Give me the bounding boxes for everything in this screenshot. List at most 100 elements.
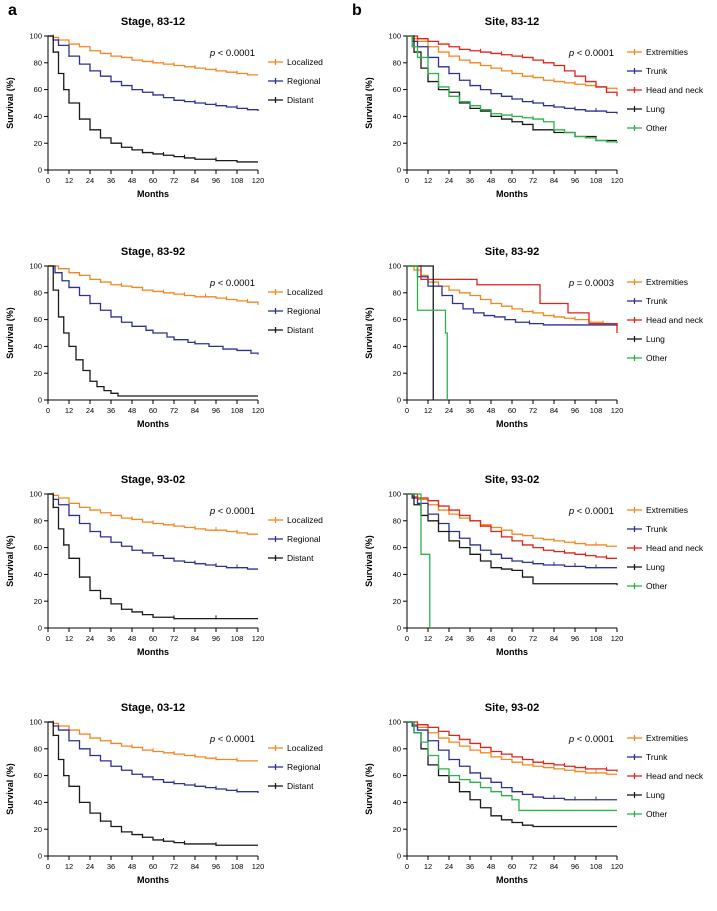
x-tick-label: 108 <box>231 176 244 185</box>
x-tick-label: 108 <box>590 406 603 415</box>
km-chart-stage-93-02: 0 20 40 60 80 100 0 12 24 36 48 60 72 84 96 108 120 Stage… <box>2 468 356 683</box>
legend-label-trunk: Trunk <box>646 66 668 76</box>
legend: Extremities Trunk Head and neck Lung Other <box>627 47 704 133</box>
series-curve-localized <box>48 721 258 762</box>
p-value: p < 0.0001 <box>568 734 614 745</box>
legend-item-regional: Regional <box>268 762 321 772</box>
legend-item-regional: Regional <box>268 76 321 86</box>
legend-label-lung: Lung <box>646 790 665 800</box>
legend-label-trunk: Trunk <box>646 524 668 534</box>
x-tick-label: 108 <box>590 862 603 871</box>
legend-item-head-and-neck: Head and neck <box>627 543 704 553</box>
legend-item-localized: Localized <box>268 515 323 525</box>
x-tick-label: 72 <box>170 176 178 185</box>
series-curve-head-and-neck <box>407 35 618 97</box>
x-tick-label: 96 <box>212 176 220 185</box>
y-axis-label: Survival (%) <box>364 535 374 587</box>
x-tick-label: 72 <box>170 406 178 415</box>
x-tick-label: 60 <box>508 406 516 415</box>
series-curve-distant <box>48 35 258 163</box>
series-curve-other <box>407 493 431 628</box>
legend-label-localized: Localized <box>287 287 323 297</box>
y-tick-label: 20 <box>34 597 42 606</box>
series-curve-localized <box>48 493 258 535</box>
x-tick-label: 36 <box>107 862 115 871</box>
km-chart-site-93-02: 0 20 40 60 80 100 0 12 24 36 48 60 72 84 96 108 120 Site,… <box>361 468 715 683</box>
axes: 0 20 40 60 80 100 0 12 24 36 48 60 72 84 96 108 120 <box>29 262 264 415</box>
censor-ticks-distant <box>52 732 217 847</box>
x-tick-label: 24 <box>86 862 94 871</box>
censor-ticks-regional <box>54 269 252 354</box>
legend-item-extremities: Extremities <box>627 505 688 515</box>
legend: Extremities Trunk Head and neck Lung Other <box>627 505 704 591</box>
legend-item-other: Other <box>627 353 667 363</box>
x-tick-label: 36 <box>107 176 115 185</box>
p-value: p < 0.0001 <box>209 734 255 745</box>
x-tick-label: 120 <box>611 406 624 415</box>
legend-item-head-and-neck: Head and neck <box>627 315 704 325</box>
legend-label-head-and-neck: Head and neck <box>646 543 704 553</box>
legend-label-other: Other <box>646 809 667 819</box>
legend-item-lung: Lung <box>627 334 665 344</box>
legend-label-distant: Distant <box>287 781 314 791</box>
y-axis-label: Survival (%) <box>5 535 15 587</box>
chart-title: Site, 83-12 <box>485 16 539 28</box>
x-tick-label: 12 <box>65 406 73 415</box>
legend-item-distant: Distant <box>268 325 314 335</box>
axes: 0 20 40 60 80 100 0 12 24 36 48 60 72 84 96 108 120 <box>388 32 623 185</box>
panel-label-b: b <box>352 2 362 19</box>
y-tick-label: 60 <box>393 85 401 94</box>
y-tick-label: 0 <box>38 396 42 405</box>
legend-item-head-and-neck: Head and neck <box>627 771 704 781</box>
chart-title: Site, 93-02 <box>485 702 539 714</box>
censor-ticks-distant <box>52 504 217 620</box>
y-axis-label: Survival (%) <box>364 307 374 359</box>
series-curve-regional <box>48 721 259 794</box>
censor-ticks-localized <box>52 34 238 75</box>
censor-ticks-other <box>411 43 597 142</box>
chart-svg-stage-83-92-2: 0 20 40 60 80 100 0 12 24 36 48 60 72 84 96 108 120 Stage… <box>5 246 323 429</box>
y-tick-label: 20 <box>393 139 401 148</box>
legend-label-other: Other <box>646 581 667 591</box>
x-tick-label: 12 <box>424 634 432 643</box>
y-axis-label: Survival (%) <box>5 77 15 129</box>
censor-ticks-localized <box>52 492 238 534</box>
y-tick-label: 0 <box>38 166 42 175</box>
x-tick-label: 48 <box>128 862 136 871</box>
legend-item-distant: Distant <box>268 781 314 791</box>
legend-item-localized: Localized <box>268 287 323 297</box>
km-chart-stage-83-92: 0 20 40 60 80 100 0 12 24 36 48 60 72 84 96 108 120 Stage… <box>2 240 356 455</box>
axes: 0 20 40 60 80 100 0 12 24 36 48 60 72 84 96 108 120 <box>388 490 623 643</box>
y-axis-label: Survival (%) <box>364 77 374 129</box>
censor-ticks-head-and-neck <box>417 721 607 772</box>
y-tick-label: 80 <box>34 58 42 67</box>
legend-label-lung: Lung <box>646 104 665 114</box>
legend: Localized Regional Distant <box>268 287 323 335</box>
p-value: p = 0.0003 <box>568 278 614 289</box>
p-value: p < 0.0001 <box>209 278 255 289</box>
y-tick-label: 80 <box>393 58 401 67</box>
legend-item-trunk: Trunk <box>627 752 668 762</box>
series-curve-other <box>407 265 448 400</box>
censor-ticks-extremities <box>411 493 597 546</box>
y-tick-label: 60 <box>393 543 401 552</box>
y-tick-label: 80 <box>393 744 401 753</box>
y-tick-label: 60 <box>34 315 42 324</box>
legend-item-trunk: Trunk <box>627 296 668 306</box>
p-value: p < 0.0001 <box>209 506 255 517</box>
y-tick-label: 0 <box>397 852 401 861</box>
y-tick-label: 40 <box>393 112 401 121</box>
x-tick-label: 36 <box>107 634 115 643</box>
legend-label-trunk: Trunk <box>646 752 668 762</box>
legend-label-localized: Localized <box>287 515 323 525</box>
legend-label-lung: Lung <box>646 562 665 572</box>
x-tick-label: 120 <box>252 634 265 643</box>
legend-label-extremities: Extremities <box>646 47 688 57</box>
x-tick-label: 60 <box>149 634 157 643</box>
km-chart-site-83-92: 0 20 40 60 80 100 0 12 24 36 48 60 72 84 96 108 120 Site,… <box>361 240 715 455</box>
chart-svg-site-93-02-7: 0 20 40 60 80 100 0 12 24 36 48 60 72 84 96 108 120 Site,… <box>364 702 704 885</box>
y-tick-label: 100 <box>388 490 401 499</box>
x-axis-label: Months <box>137 419 169 429</box>
legend-label-extremities: Extremities <box>646 277 688 287</box>
series-curve-extremities <box>407 265 618 327</box>
